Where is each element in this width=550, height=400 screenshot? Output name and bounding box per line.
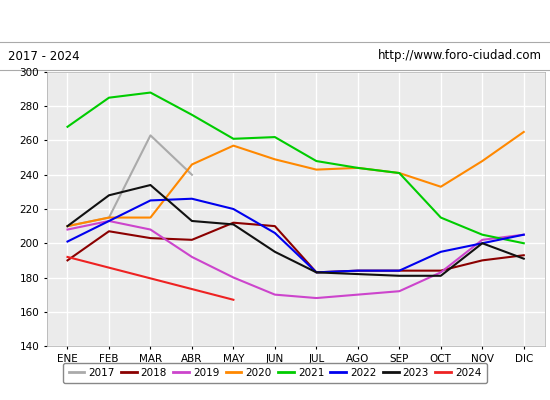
Legend: 2017, 2018, 2019, 2020, 2021, 2022, 2023, 2024: 2017, 2018, 2019, 2020, 2021, 2022, 2023…	[63, 363, 487, 383]
Text: 2017 - 2024: 2017 - 2024	[8, 50, 80, 62]
Text: http://www.foro-ciudad.com: http://www.foro-ciudad.com	[378, 50, 542, 62]
Text: Evolucion del paro registrado en Balsa de Cela: Evolucion del paro registrado en Balsa d…	[104, 14, 446, 28]
